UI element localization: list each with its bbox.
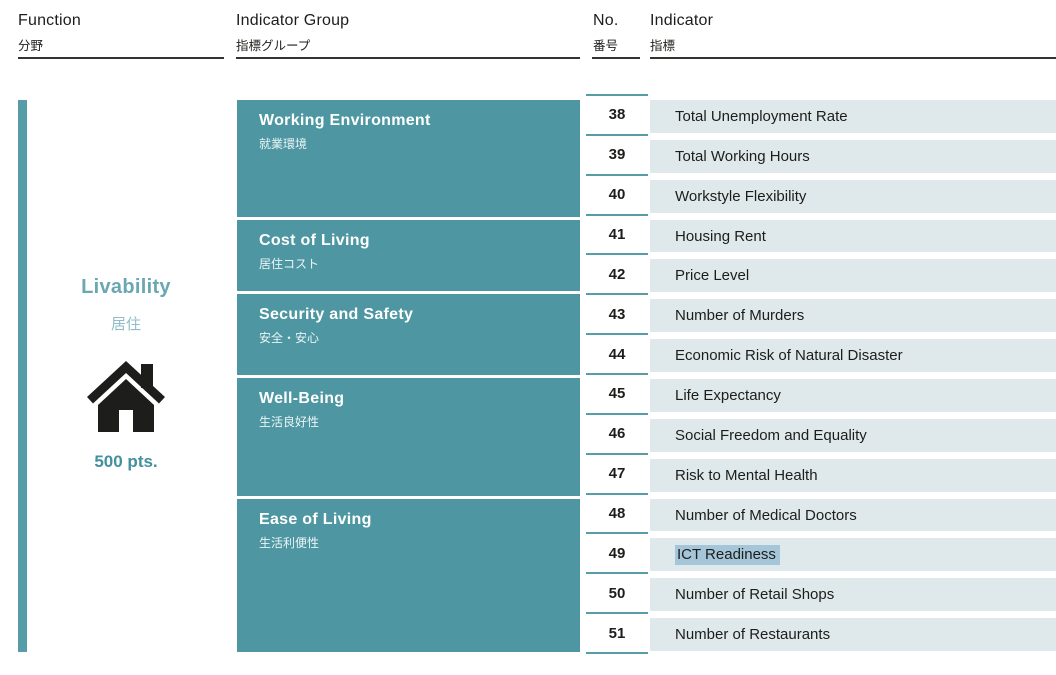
indicator-label: Housing Rent — [650, 219, 1056, 253]
column-title: No. — [593, 12, 619, 29]
group-name: Security and Safety — [259, 306, 414, 323]
group-name-ja: 安全・安心 — [259, 331, 320, 345]
group-well-being: Well-Being 生活良好性 — [237, 378, 580, 496]
indicator-group-column: Working Environment 就業環境 Cost of Living … — [237, 100, 580, 652]
indicator-label: Risk to Mental Health — [650, 458, 1056, 492]
column-header-indicator: Indicator 指標 — [650, 12, 713, 54]
indicator-rows: 38 Total Unemployment Rate 39 Total Work… — [0, 94, 1056, 653]
table-row: 43 Number of Murders — [0, 293, 1056, 334]
column-subtitle: 分野 — [18, 39, 44, 53]
group-cost-of-living: Cost of Living 居住コスト — [237, 220, 580, 291]
indicator-label: ICT Readiness — [650, 538, 1056, 572]
function-points: 500 pts. — [94, 452, 158, 471]
indicator-label: Number of Restaurants — [650, 618, 1056, 652]
table-row: 38 Total Unemployment Rate — [0, 94, 1056, 134]
column-header-indicator-group: Indicator Group 指標グループ — [236, 12, 349, 54]
group-name: Ease of Living — [259, 511, 372, 528]
indicator-label: Number of Retail Shops — [650, 578, 1056, 612]
column-title: Function — [18, 12, 81, 29]
indicator-number: 49 — [586, 532, 648, 573]
indicator-number: 40 — [586, 173, 648, 214]
group-ease-of-living: Ease of Living 生活利便性 — [237, 499, 580, 652]
indicator-label: Social Freedom and Equality — [650, 418, 1056, 452]
indicator-number: 47 — [586, 452, 648, 493]
indicator-number: 43 — [586, 293, 648, 334]
indicator-number: 38 — [586, 94, 648, 134]
indicator-number: 41 — [586, 213, 648, 254]
function-name: Livability — [81, 276, 171, 298]
indicator-label: Number of Murders — [650, 299, 1056, 333]
indicator-label: Economic Risk of Natural Disaster — [650, 339, 1056, 373]
indicator-label: Life Expectancy — [650, 379, 1056, 412]
indicator-number: 50 — [586, 572, 648, 613]
group-name-ja: 居住コスト — [259, 257, 320, 271]
table-row: 49 ICT Readiness — [0, 532, 1056, 573]
function-name-ja: 居住 — [110, 316, 141, 333]
table-row: 44 Economic Risk of Natural Disaster — [0, 333, 1056, 374]
group-name: Cost of Living — [259, 232, 370, 249]
group-name-ja: 就業環境 — [259, 137, 308, 151]
column-subtitle: 指標 — [650, 39, 676, 53]
indicator-label: Number of Medical Doctors — [650, 498, 1056, 532]
group-name: Working Environment — [259, 112, 431, 129]
indicator-label: Workstyle Flexibility — [650, 179, 1056, 213]
group-name-ja: 生活利便性 — [259, 536, 320, 550]
table-row: 40 Workstyle Flexibility — [0, 173, 1056, 214]
no-column-bottom-line — [586, 652, 648, 654]
column-title: Indicator Group — [236, 12, 350, 29]
column-underline — [650, 57, 1056, 59]
column-subtitle: 番号 — [593, 39, 619, 53]
group-working-environment: Working Environment 就業環境 — [237, 100, 580, 217]
table-row: 39 Total Working Hours — [0, 133, 1056, 174]
indicator-label: Price Level — [650, 259, 1056, 293]
group-name: Well-Being — [259, 390, 345, 407]
table-row: 50 Number of Retail Shops — [0, 572, 1056, 613]
group-name-ja: 生活良好性 — [259, 415, 320, 429]
column-underline — [236, 57, 580, 59]
group-security-and-safety: Security and Safety 安全・安心 — [237, 294, 580, 375]
table-row: 45 Life Expectancy — [0, 373, 1056, 413]
column-header-no: No. 番号 — [593, 12, 619, 54]
function-accent-bar — [18, 100, 27, 652]
indicator-number: 42 — [586, 253, 648, 294]
table-row: 42 Price Level — [0, 253, 1056, 294]
column-subtitle: 指標グループ — [236, 39, 311, 53]
table-row: 48 Number of Medical Doctors — [0, 492, 1056, 533]
indicator-number: 46 — [586, 412, 648, 453]
indicator-number: 45 — [586, 373, 648, 413]
table-row: 46 Social Freedom and Equality — [0, 412, 1056, 453]
indicator-number: 44 — [586, 333, 648, 374]
indicator-number: 39 — [586, 133, 648, 174]
column-underline — [592, 57, 640, 59]
text-selection-highlight: ICT Readiness — [675, 544, 780, 565]
table-row: 51 Number of Restaurants — [0, 612, 1056, 653]
column-title: Indicator — [650, 12, 714, 29]
indicator-label: Total Unemployment Rate — [650, 100, 1056, 133]
indicator-number: 51 — [586, 612, 648, 653]
column-underline — [18, 57, 224, 59]
indicator-label: Total Working Hours — [650, 139, 1056, 173]
indicator-number: 48 — [586, 492, 648, 533]
table-row: 47 Risk to Mental Health — [0, 452, 1056, 493]
table-row: 41 Housing Rent — [0, 213, 1056, 254]
column-header-function: Function 分野 — [18, 12, 81, 54]
home-icon — [84, 360, 168, 438]
